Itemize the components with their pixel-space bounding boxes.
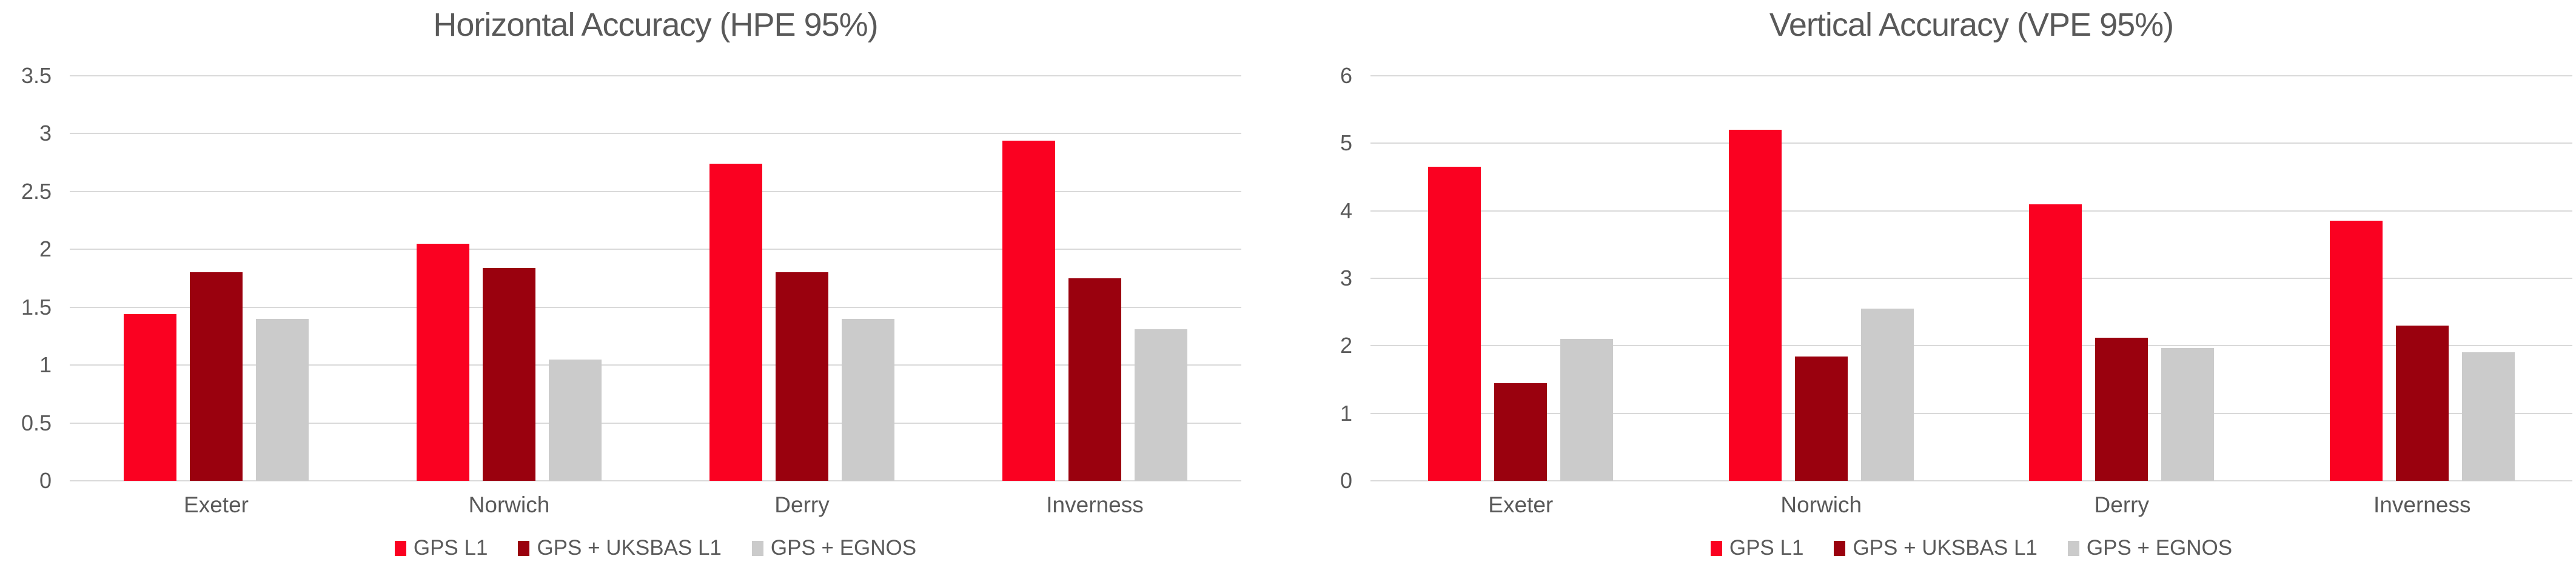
y-axis-tick-label: 3 [1340, 266, 1352, 290]
y-axis-tick-label: 6 [1340, 63, 1352, 88]
legend-swatch-gps-l1 [394, 540, 406, 556]
bar-gps-egnos-inverness [2461, 352, 2515, 481]
y-axis-tick-label: 3 [39, 121, 52, 146]
legend-label-gps-egnos: GPS + EGNOS [770, 536, 917, 560]
legend-swatch-gps-egnos [2067, 540, 2079, 556]
gridline [70, 75, 1241, 76]
category-label-exeter: Exeter [1488, 492, 1554, 517]
chart-vertical-accuracy: Vertical Accuracy (VPE 95%) GPS L1 GPS + … [1328, 0, 2576, 576]
gridline [1370, 75, 2572, 76]
legend-swatch-gps-l1 [1710, 540, 1722, 556]
bar-gps-uksbas-l1-derry [776, 272, 828, 481]
chart-title-vpe: Vertical Accuracy (VPE 95%) [1769, 7, 2174, 43]
y-axis-tick-label: 1 [39, 352, 52, 378]
plot-area-hpe [70, 75, 1241, 481]
y-axis-tick-label: 2 [1340, 333, 1352, 358]
legend-hpe: GPS L1 GPS + UKSBAS L1 GPS + EGNOS [70, 536, 1241, 560]
bar-gps-egnos-exeter [1560, 339, 1614, 481]
chart-title-hpe: Horizontal Accuracy (HPE 95%) [433, 7, 878, 43]
gridline [70, 133, 1241, 135]
legend-item-gps-uksbas-l1: GPS + UKSBAS L1 [1834, 536, 2038, 560]
bar-gps-uksbas-l1-exeter [190, 272, 243, 481]
legend-item-gps-l1: GPS L1 [394, 536, 488, 560]
gridline [1370, 345, 2572, 347]
legend-label-gps-l1: GPS L1 [413, 536, 488, 560]
legend-item-gps-egnos: GPS + EGNOS [751, 536, 917, 560]
bar-gps-egnos-derry [2161, 347, 2215, 481]
y-axis-tick-label: 1 [1340, 400, 1352, 426]
legend-vpe: GPS L1 GPS + UKSBAS L1 GPS + EGNOS [1370, 536, 2572, 560]
bar-gps-l1-derry [709, 164, 762, 481]
gridline [70, 364, 1241, 366]
bar-gps-uksbas-l1-exeter [1494, 383, 1548, 481]
bar-gps-l1-derry [2029, 204, 2082, 481]
category-label-inverness: Inverness [1046, 492, 1144, 517]
y-axis-tick-label: 3.5 [21, 63, 52, 88]
legend-item-gps-uksbas-l1: GPS + UKSBAS L1 [518, 536, 722, 560]
bar-gps-l1-norwich [417, 243, 469, 481]
bar-gps-uksbas-l1-derry [2095, 337, 2148, 481]
bar-gps-egnos-inverness [1135, 329, 1187, 481]
category-label-derry: Derry [2094, 492, 2149, 517]
y-axis-tick-label: 2.5 [21, 178, 52, 204]
legend-label-gps-uksbas-l1: GPS + UKSBAS L1 [1853, 536, 2038, 560]
bar-gps-l1-exeter [124, 314, 176, 481]
legend-swatch-gps-uksbas-l1 [1834, 540, 1846, 556]
bar-gps-egnos-norwich [549, 359, 602, 481]
legend-label-gps-egnos: GPS + EGNOS [2086, 536, 2233, 560]
bar-gps-l1-exeter [1428, 167, 1481, 481]
category-label-derry: Derry [774, 492, 830, 517]
legend-label-gps-uksbas-l1: GPS + UKSBAS L1 [537, 536, 722, 560]
gridline [1370, 412, 2572, 414]
y-axis-tick-label: 0 [1340, 468, 1352, 493]
gridline [70, 422, 1241, 424]
category-label-norwich: Norwich [1780, 492, 1862, 517]
bar-gps-uksbas-l1-inverness [1068, 278, 1121, 481]
bar-gps-uksbas-l1-norwich [483, 267, 535, 481]
bar-gps-egnos-norwich [1860, 309, 1914, 481]
y-axis-tick-label: 0.5 [21, 410, 52, 435]
legend-swatch-gps-egnos [751, 540, 763, 556]
bar-gps-l1-inverness [1002, 140, 1055, 481]
chart-horizontal-accuracy: Horizontal Accuracy (HPE 95%) GPS L1 GPS … [21, 7, 1241, 560]
gridline [1370, 480, 2572, 481]
category-label-norwich: Norwich [468, 492, 550, 517]
gridline [70, 190, 1241, 192]
bar-gps-uksbas-l1-inverness [2395, 325, 2449, 481]
legend-item-gps-l1: GPS L1 [1710, 536, 1804, 560]
bar-gps-l1-norwich [1728, 130, 1782, 481]
y-axis-tick-label: 2 [39, 236, 52, 262]
legend-swatch-gps-uksbas-l1 [518, 540, 530, 556]
y-axis-tick-label: 4 [1340, 198, 1352, 223]
bar-gps-egnos-exeter [256, 318, 309, 481]
y-axis-tick-label: 5 [1340, 130, 1352, 156]
gridline [70, 480, 1241, 481]
gridline [70, 249, 1241, 250]
gridline [1370, 210, 2572, 212]
legend-item-gps-egnos: GPS + EGNOS [2067, 536, 2233, 560]
y-axis-tick-label: 0 [39, 468, 52, 493]
category-label-inverness: Inverness [2373, 492, 2471, 517]
plot-area-vpe [1370, 75, 2572, 481]
legend-label-gps-l1: GPS L1 [1729, 536, 1804, 560]
gridline [1370, 278, 2572, 279]
bar-gps-l1-inverness [2329, 221, 2383, 481]
category-label-exeter: Exeter [184, 492, 249, 517]
bar-gps-uksbas-l1-norwich [1794, 357, 1848, 481]
bar-gps-egnos-derry [842, 318, 894, 481]
gridline [70, 306, 1241, 308]
gridline [1370, 142, 2572, 144]
y-axis-tick-label: 1.5 [21, 294, 52, 320]
